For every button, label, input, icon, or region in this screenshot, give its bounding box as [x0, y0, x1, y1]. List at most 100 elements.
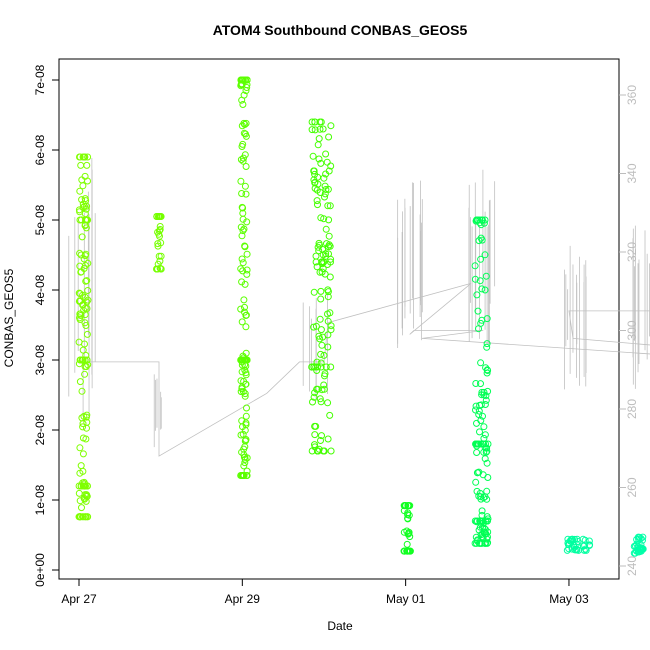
data-point[interactable] [76, 444, 84, 452]
data-point[interactable] [83, 277, 91, 285]
data-point[interactable] [483, 487, 491, 495]
data-point[interactable] [239, 209, 247, 217]
data-point[interactable] [238, 143, 246, 150]
data-point[interactable] [563, 546, 571, 554]
data-point[interactable] [238, 278, 246, 286]
data-point[interactable] [241, 182, 249, 190]
data-point[interactable] [243, 84, 251, 91]
data-point[interactable] [241, 243, 249, 251]
data-point[interactable] [79, 450, 87, 458]
data-point[interactable] [240, 462, 248, 470]
data-point[interactable] [316, 118, 324, 126]
data-point[interactable] [154, 228, 162, 236]
data-point[interactable] [327, 255, 335, 263]
data-point[interactable] [481, 216, 489, 224]
data-point[interactable] [471, 517, 479, 525]
data-point[interactable] [565, 545, 573, 553]
data-point[interactable] [483, 535, 491, 543]
data-point[interactable] [481, 286, 489, 294]
data-point[interactable] [317, 326, 325, 334]
data-point[interactable] [239, 472, 247, 479]
data-point[interactable] [327, 326, 335, 334]
data-point[interactable] [242, 421, 250, 429]
data-point[interactable] [323, 158, 331, 166]
data-point[interactable] [313, 358, 321, 366]
data-point[interactable] [315, 135, 323, 143]
data-point[interactable] [240, 91, 248, 99]
data-point[interactable] [311, 443, 319, 451]
data-point[interactable] [316, 395, 324, 403]
data-point[interactable] [237, 156, 245, 164]
data-point[interactable] [242, 312, 250, 319]
data-point[interactable] [78, 196, 86, 204]
data-point[interactable] [327, 122, 335, 130]
data-point[interactable] [573, 535, 581, 543]
data-point[interactable] [478, 316, 486, 324]
data-point[interactable] [242, 323, 250, 331]
data-point[interactable] [238, 361, 246, 369]
data-point[interactable] [239, 430, 247, 438]
data-point[interactable] [473, 291, 481, 299]
data-point[interactable] [319, 125, 327, 133]
data-point[interactable] [478, 511, 486, 519]
data-point[interactable] [403, 540, 411, 548]
data-point[interactable] [310, 393, 318, 401]
data-point[interactable] [480, 423, 488, 431]
data-point[interactable] [311, 126, 319, 134]
data-point[interactable] [157, 239, 165, 247]
data-point[interactable] [322, 363, 330, 371]
data-point[interactable] [79, 301, 87, 308]
data-point[interactable] [79, 204, 87, 211]
data-point[interactable] [84, 287, 92, 294]
data-point[interactable] [242, 163, 250, 170]
data-point[interactable] [327, 363, 335, 371]
data-point[interactable] [242, 369, 250, 377]
data-point[interactable] [237, 177, 245, 185]
data-point[interactable] [310, 288, 318, 296]
data-point[interactable] [634, 533, 642, 541]
data-point[interactable] [76, 314, 83, 322]
data-point[interactable] [308, 363, 316, 371]
data-point[interactable] [311, 389, 319, 397]
data-point[interactable] [238, 190, 246, 197]
data-point[interactable] [484, 474, 492, 481]
data-point[interactable] [481, 431, 489, 439]
data-point[interactable] [325, 216, 333, 224]
data-point[interactable] [238, 448, 246, 456]
data-point[interactable] [471, 539, 479, 547]
data-point[interactable] [238, 368, 246, 376]
data-point[interactable] [82, 435, 90, 443]
data-point[interactable] [241, 455, 249, 463]
data-point[interactable] [77, 161, 85, 169]
data-point[interactable] [324, 202, 332, 210]
data-point[interactable] [324, 293, 332, 301]
data-point[interactable] [76, 378, 84, 386]
data-point[interactable] [311, 118, 319, 126]
data-point[interactable] [581, 542, 589, 549]
data-point[interactable] [320, 381, 328, 389]
data-point[interactable] [241, 390, 249, 398]
data-point[interactable] [239, 267, 247, 275]
data-point[interactable] [480, 434, 488, 442]
data-point[interactable] [324, 317, 332, 325]
data-point[interactable] [312, 322, 320, 330]
data-point[interactable] [156, 223, 164, 230]
data-point[interactable] [483, 517, 491, 525]
data-point[interactable] [242, 130, 249, 138]
data-point[interactable] [238, 255, 246, 263]
data-point[interactable] [405, 547, 413, 555]
data-point[interactable] [76, 497, 84, 505]
data-point[interactable] [308, 126, 316, 134]
data-point[interactable] [477, 359, 485, 367]
data-point[interactable] [242, 76, 250, 84]
data-point[interactable] [157, 265, 165, 273]
data-point[interactable] [312, 363, 320, 371]
data-point[interactable] [239, 157, 247, 165]
data-point[interactable] [475, 237, 483, 245]
data-point[interactable] [320, 215, 328, 223]
data-point[interactable] [81, 495, 89, 503]
data-point[interactable] [324, 331, 332, 339]
data-point[interactable] [476, 428, 483, 436]
data-point[interactable] [79, 420, 87, 428]
data-point[interactable] [406, 533, 414, 541]
